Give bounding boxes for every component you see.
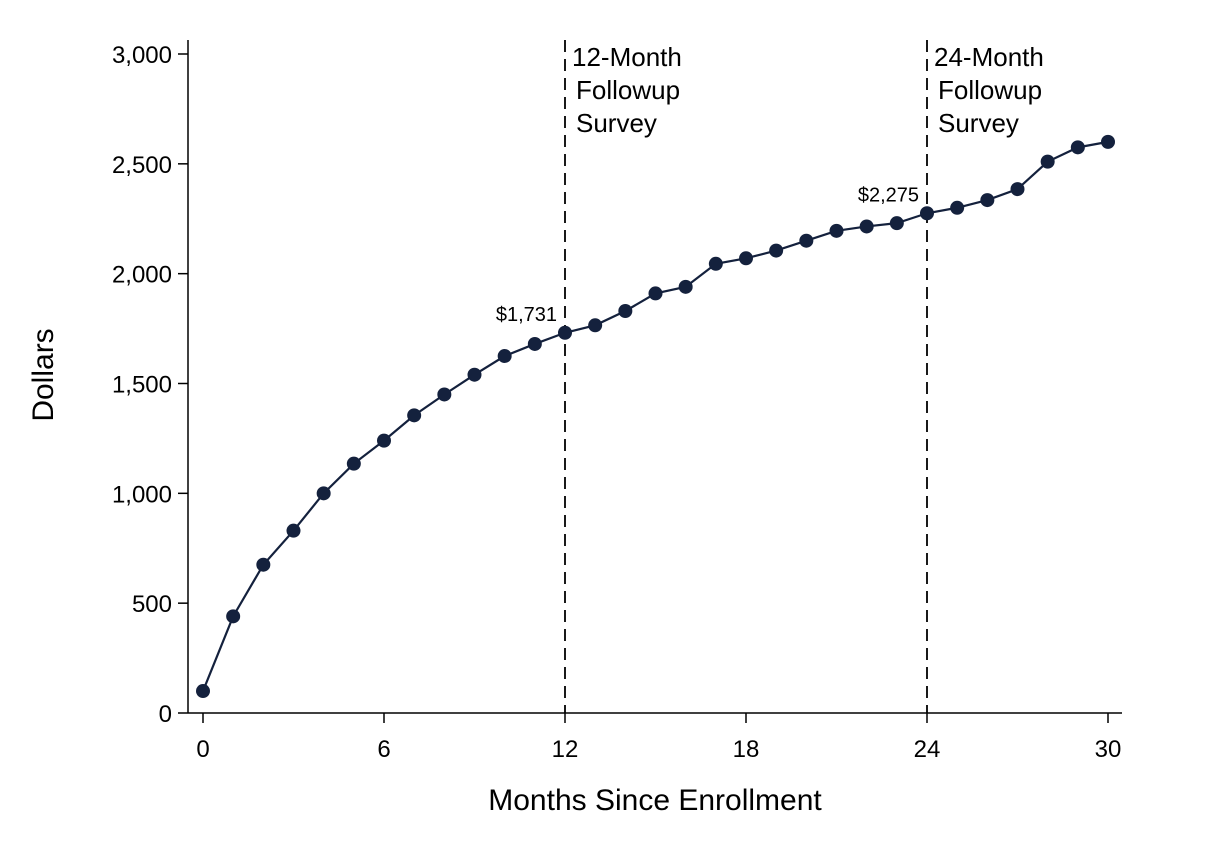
y-tick-label: 2,500 (112, 152, 172, 179)
y-tick-label: 500 (132, 591, 172, 618)
data-point (437, 387, 452, 402)
y-tick-label: 0 (159, 701, 172, 728)
reference-label-line: 12-Month (572, 42, 682, 72)
x-tick-label: 24 (914, 736, 941, 763)
x-axis-title: Months Since Enrollment (488, 784, 822, 817)
data-point (558, 325, 572, 340)
x-tick-label: 12 (552, 736, 579, 763)
data-point (769, 243, 784, 258)
data-point (889, 216, 904, 231)
data-point (407, 408, 422, 423)
data-point (467, 367, 482, 382)
data-point (618, 304, 633, 319)
data-point (859, 219, 874, 234)
reference-line-label: 24-Month Followup Survey (934, 42, 1044, 138)
series-group (196, 134, 1115, 699)
data-point (1101, 134, 1115, 149)
y-tick-label: 2,000 (112, 262, 172, 289)
x-tick-label: 30 (1095, 736, 1122, 763)
data-point (377, 433, 391, 448)
x-tick-label: 18 (733, 736, 760, 763)
reference-label-line: Followup (938, 75, 1042, 105)
x-axis-ticks: 0 6 12 18 24 30 (196, 713, 1121, 763)
reference-label-line: Survey (938, 108, 1019, 138)
y-tick-label: 1,000 (112, 481, 172, 508)
x-tick-label: 0 (196, 736, 209, 763)
data-point (588, 318, 603, 333)
data-point (527, 336, 542, 351)
data-point (799, 233, 814, 248)
data-label: $1,731 (496, 304, 557, 326)
data-labels: $1,731 $2,275 (496, 184, 919, 325)
data-point (1010, 182, 1025, 197)
y-axis-ticks: 0 500 1,000 1,500 2,000 2,500 3,000 (112, 42, 188, 728)
x-tick-label: 6 (377, 736, 390, 763)
y-tick-label: 1,500 (112, 372, 172, 399)
data-point (829, 223, 844, 238)
data-point (980, 193, 995, 208)
data-point (950, 200, 965, 215)
y-tick-label: 3,000 (112, 42, 172, 69)
data-point (739, 251, 753, 266)
reference-label-line: 24-Month (934, 42, 1044, 72)
data-point (920, 206, 934, 221)
data-point (497, 349, 512, 364)
reference-label-line: Survey (576, 108, 657, 138)
data-point (196, 684, 210, 699)
data-point (648, 286, 663, 301)
data-point (1040, 154, 1055, 169)
data-point (708, 256, 723, 271)
reference-line-label: 12-Month Followup Survey (572, 42, 682, 138)
data-point (316, 486, 331, 501)
y-axis-title: Dollars (27, 328, 60, 421)
data-label: $2,275 (858, 184, 919, 206)
data-point (678, 279, 693, 294)
reference-label-line: Followup (576, 75, 680, 105)
data-point (256, 557, 271, 572)
data-point (286, 523, 301, 538)
data-point (1070, 140, 1085, 155)
data-point (346, 456, 361, 471)
data-point (226, 609, 241, 624)
